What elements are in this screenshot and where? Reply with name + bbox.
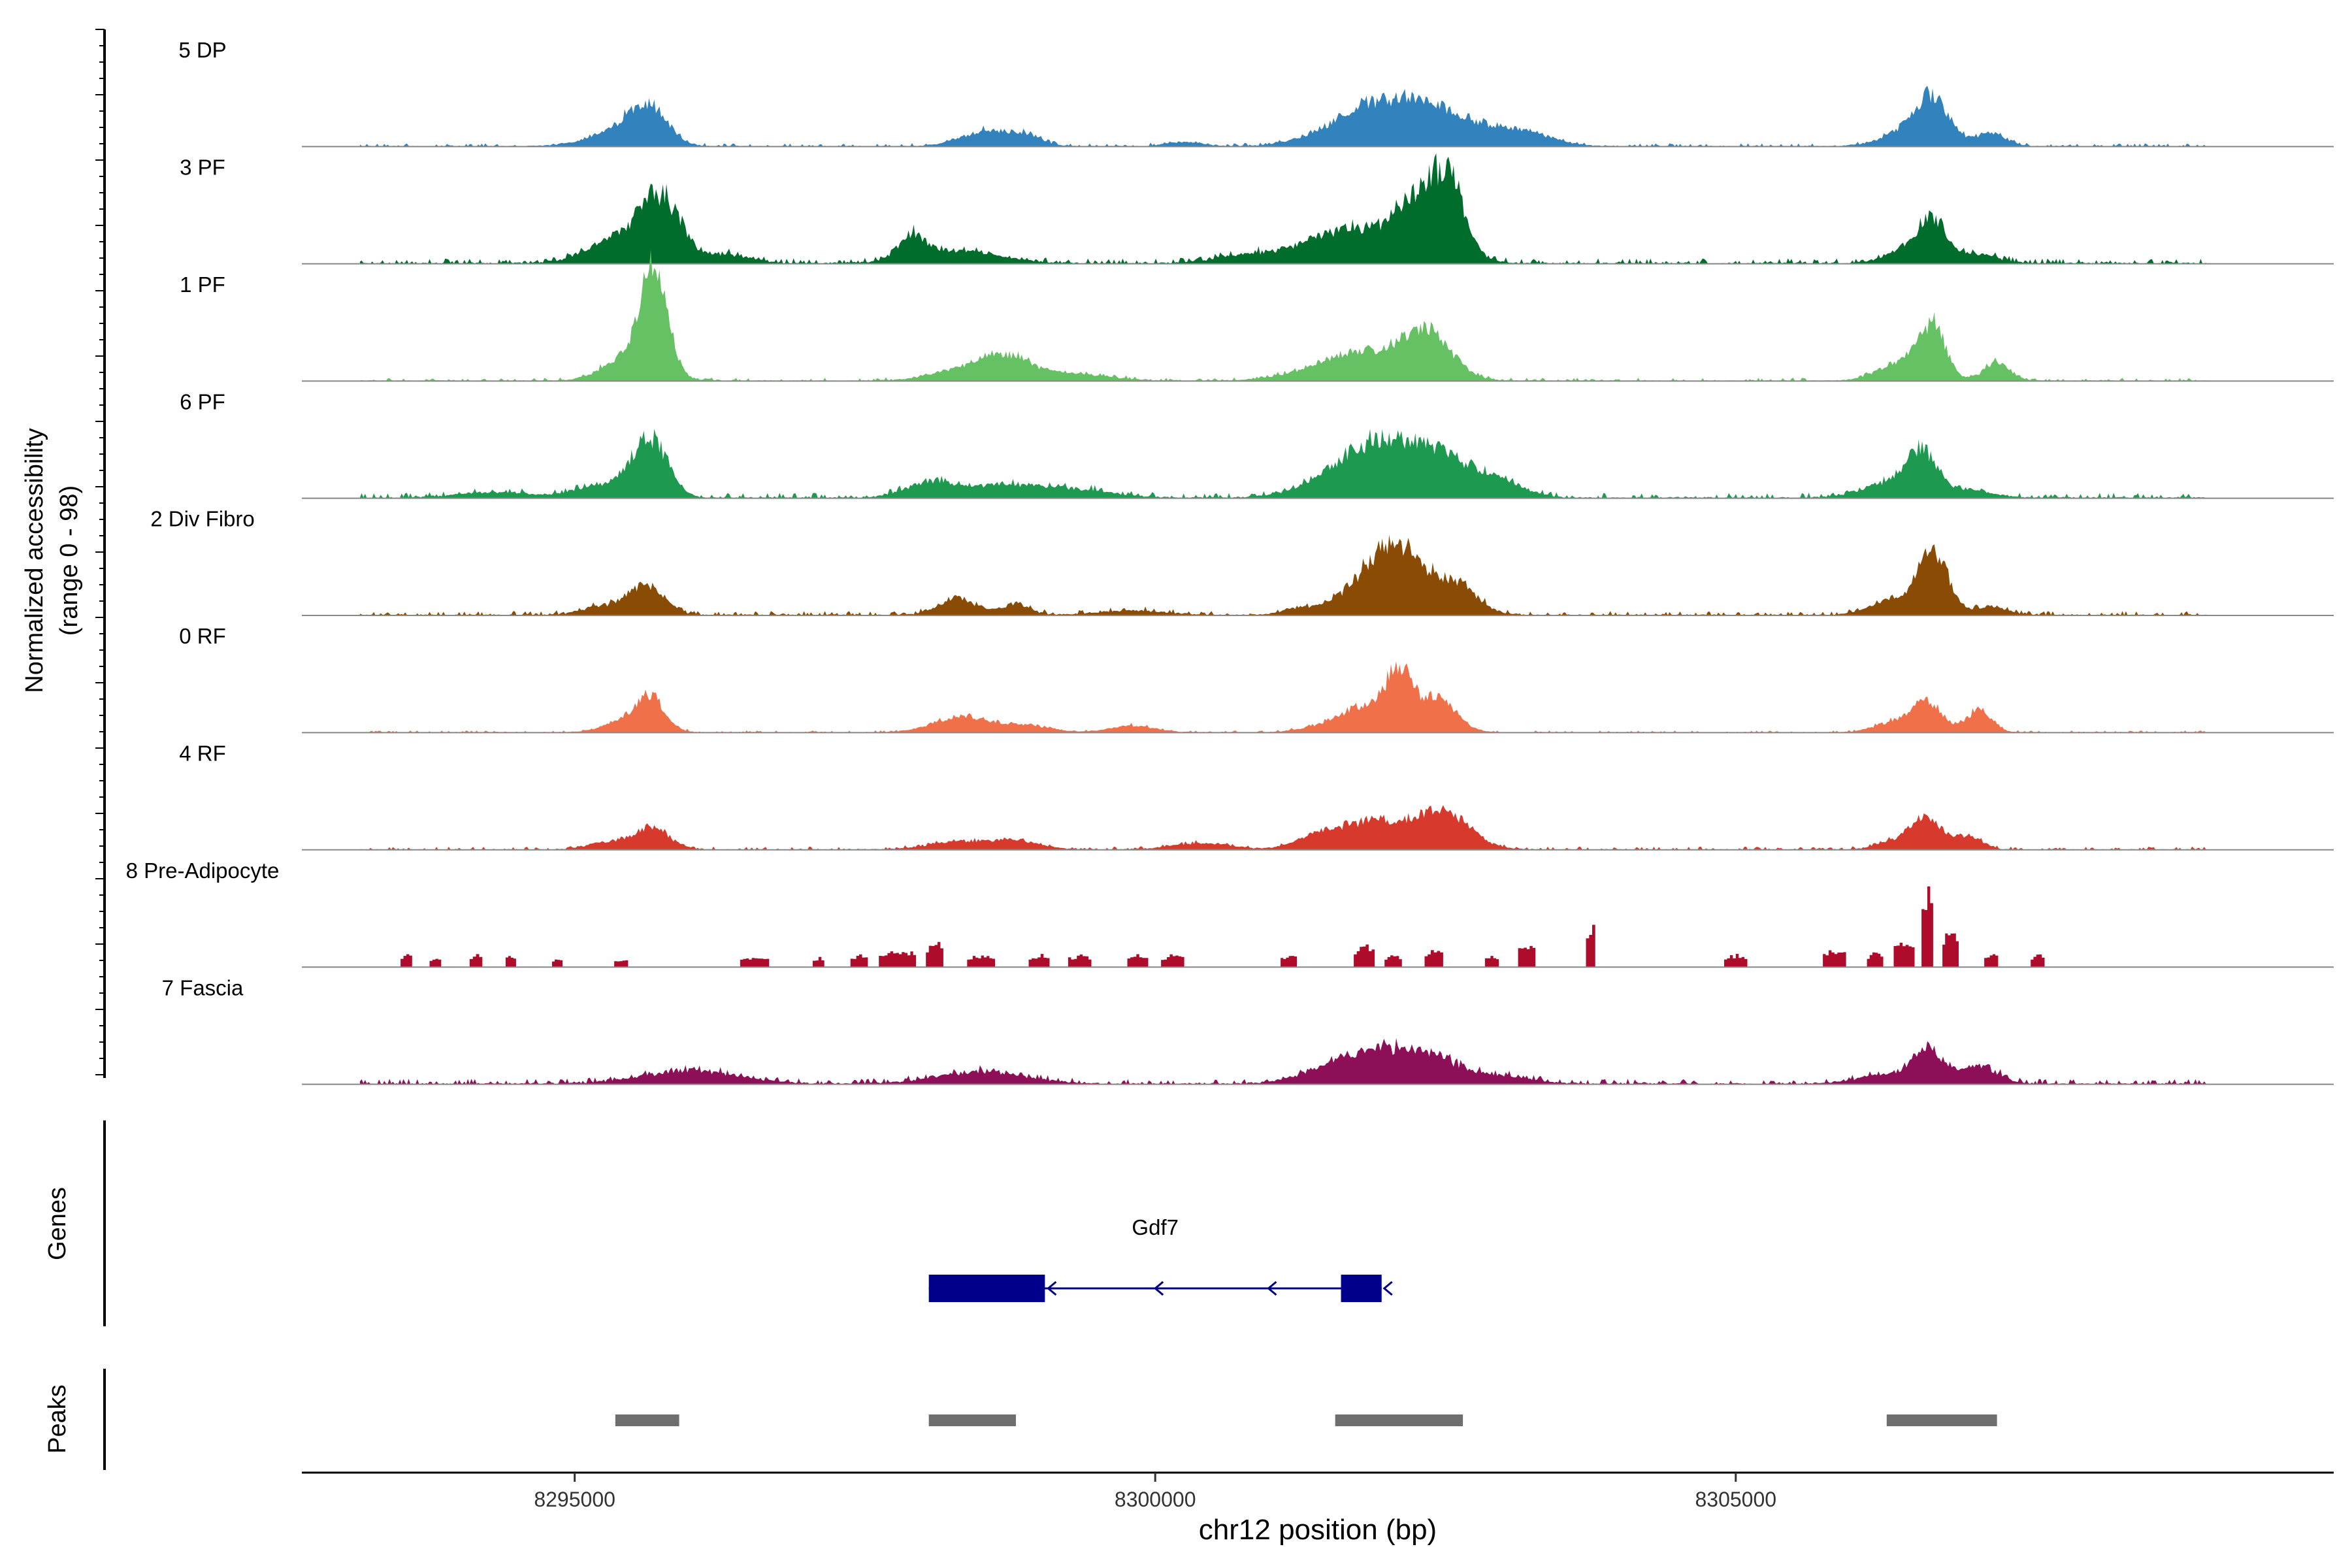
- genes-panel-label: Genes: [44, 1187, 71, 1260]
- peak-region: [1335, 1414, 1463, 1426]
- coverage-area: [359, 86, 2206, 147]
- track-8-pre-adipocyte: 8 Pre-Adipocyte: [126, 858, 2334, 968]
- coverage-tracks: 5 DP 3 PF 1 PF 6 PF 2 Div Fibro 0 RF 4 RF 8 Pre…: [126, 38, 2334, 1085]
- track-0-rf: 0 RF: [179, 624, 2334, 734]
- y-axis-subtitle: (range 0 - 98): [56, 485, 83, 636]
- peaks-track: [615, 1414, 1997, 1426]
- gene-exon: [928, 1275, 1045, 1302]
- track-label: 7 Fascia: [162, 975, 244, 1000]
- track-6-pf: 6 PF: [180, 389, 2334, 499]
- track-5-dp: 5 DP: [178, 38, 2334, 148]
- strand-arrow: [1267, 1281, 1277, 1296]
- coverage-area: [359, 250, 2206, 382]
- x-axis-ticks: 8295000 8300000 8305000: [534, 1473, 1776, 1511]
- coverage-area: [359, 661, 2206, 733]
- coverage-area: [359, 1037, 2206, 1085]
- track-label: 2 Div Fibro: [150, 507, 255, 531]
- track-label: 8 Pre-Adipocyte: [126, 858, 280, 883]
- track-1-pf: 1 PF: [180, 250, 2334, 382]
- track-4-rf: 4 RF: [179, 741, 2334, 851]
- peak-region: [615, 1414, 679, 1426]
- track-label: 5 DP: [178, 38, 226, 62]
- x-tick-label: 8300000: [1115, 1488, 1196, 1511]
- x-tick-label: 8295000: [534, 1488, 615, 1511]
- strand-arrow: [1153, 1281, 1164, 1296]
- y-axis-title: Normalized accessibility: [21, 428, 48, 693]
- coverage-area: [359, 429, 2206, 498]
- coverage-area: [359, 153, 2206, 264]
- gene-exon: [1341, 1275, 1382, 1302]
- gene-gdf7: Gdf7: [928, 1215, 1393, 1302]
- strand-arrow: [1382, 1281, 1393, 1296]
- track-2-div-fibro: 2 Div Fibro: [150, 507, 2334, 616]
- track-7-fascia: 7 Fascia: [162, 975, 2334, 1085]
- track-label: 4 RF: [179, 741, 226, 765]
- coverage-area: [359, 805, 2206, 850]
- x-axis-title: chr12 position (bp): [1199, 1514, 1437, 1546]
- track-label: 3 PF: [180, 155, 225, 179]
- track-label: 1 PF: [180, 272, 225, 297]
- coverage-y-axis-ticks: [95, 29, 105, 1075]
- track-3-pf: 3 PF: [180, 153, 2334, 265]
- x-tick-label: 8305000: [1695, 1488, 1776, 1511]
- strand-arrow: [1047, 1281, 1057, 1296]
- coverage-area: [400, 886, 2045, 968]
- coverage-area: [359, 534, 2206, 615]
- peaks-panel-label: Peaks: [44, 1384, 71, 1454]
- track-label: 6 PF: [180, 389, 225, 414]
- genes-track: Gdf7: [928, 1215, 1393, 1302]
- peak-region: [1886, 1414, 1997, 1426]
- peak-region: [928, 1414, 1016, 1426]
- track-label: 0 RF: [179, 624, 226, 648]
- gene-label: Gdf7: [1132, 1215, 1179, 1239]
